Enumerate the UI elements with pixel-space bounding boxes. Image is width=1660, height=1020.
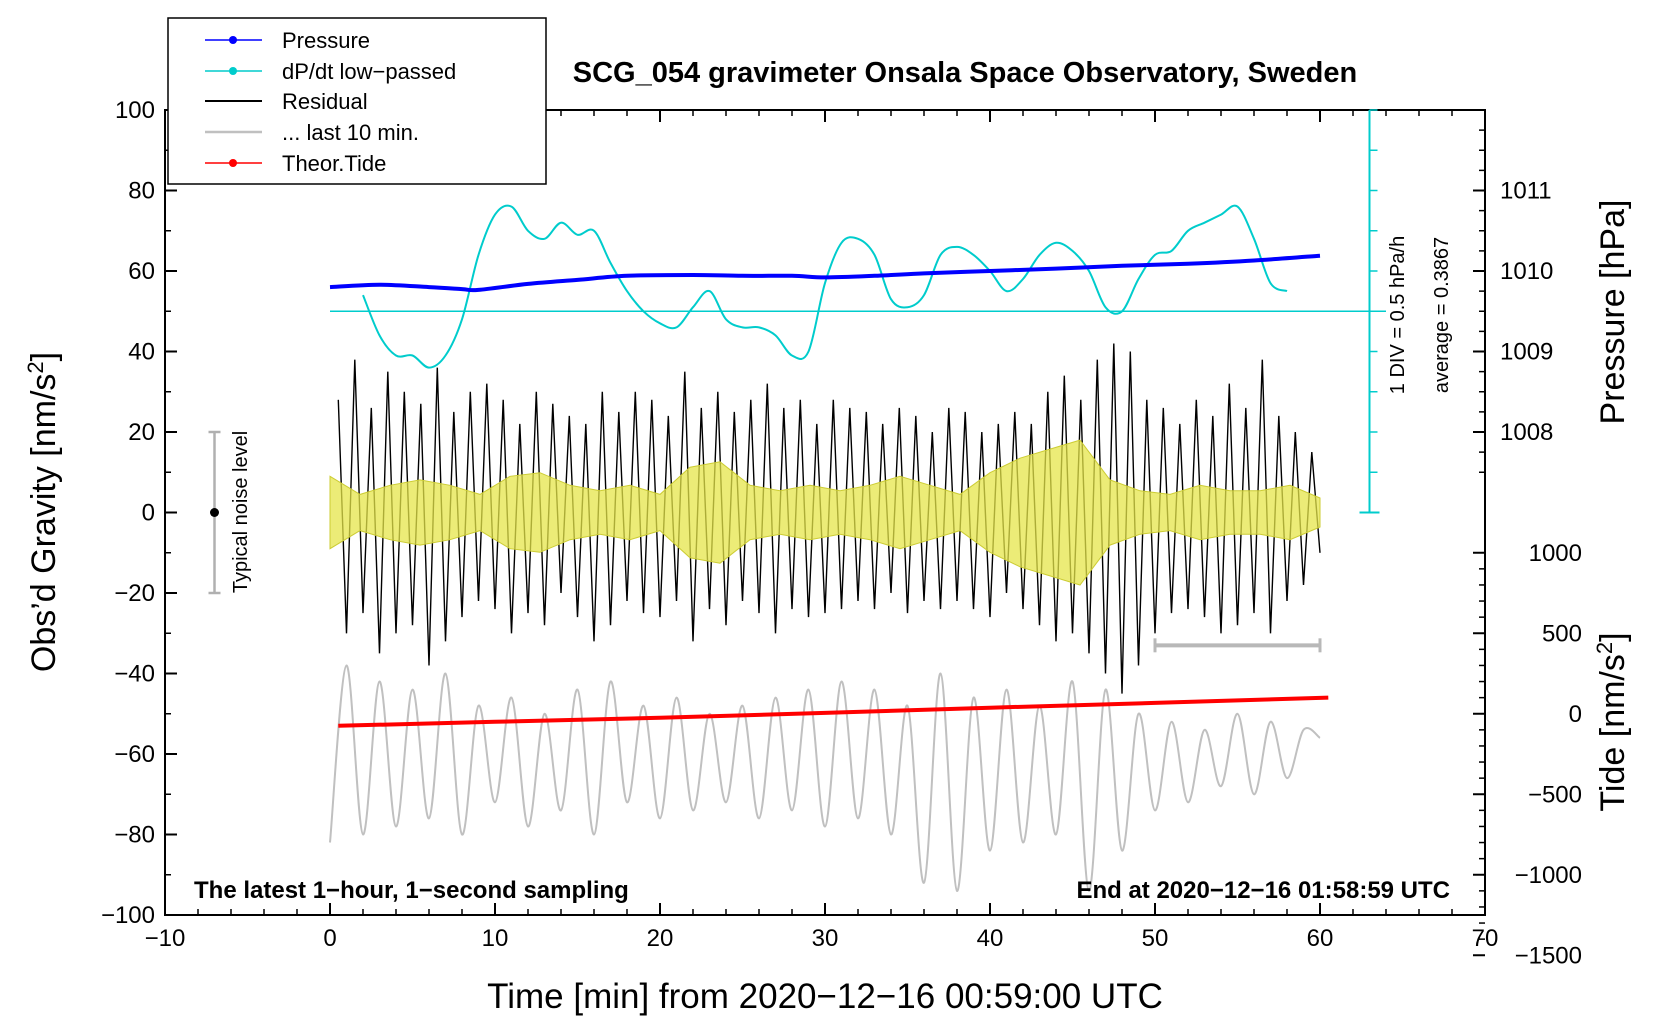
x-tick-label: −10 [145, 925, 186, 952]
noise-bar-center-dot [210, 508, 219, 517]
pressure-axis-label: Pressure [hPa] [1594, 200, 1632, 425]
chart-title: SCG_054 gravimeter Onsala Space Observat… [573, 57, 1357, 89]
series-pressure [329, 253, 1321, 293]
y-tick-label: 20 [128, 419, 155, 446]
tide-tick-labels: 1000 500 0 −500 −1000 −1500 [1515, 540, 1582, 970]
legend-label-dpdt: dP/dt low−passed [282, 59, 456, 84]
dpdt-div-label: 1 DIV = 0.5 hPa/h [1387, 236, 1409, 394]
x-tick-label: 10 [482, 925, 509, 952]
series-residual-filtered [329, 439, 1321, 586]
tide-axis-label-main: Tide [nm/s [1594, 654, 1632, 811]
x-tick-label: 60 [1307, 925, 1334, 952]
bottom-left-note: The latest 1−hour, 1−second sampling [194, 877, 629, 904]
tide-tick-label: −500 [1528, 781, 1582, 808]
legend-label-last10: ... last 10 min. [282, 120, 419, 145]
tide-tick-label: −1500 [1515, 942, 1582, 969]
dpdt-line [362, 204, 1288, 369]
pressure-tick-label: 1010 [1500, 258, 1553, 285]
legend-item-dpdt: dP/dt low−passed [205, 59, 456, 84]
y-axis-label: Obs’d Gravity [nm/s2] [23, 352, 63, 672]
tide-axis-label-end: ] [1594, 632, 1632, 641]
legend-marker-pressure [229, 36, 237, 44]
y-tick-label: −40 [114, 661, 155, 688]
y-tick-labels: 100 80 60 40 20 0 −20 −40 −60 −80 −100 [101, 97, 155, 929]
y-tick-label: −20 [114, 580, 155, 607]
legend-item-pressure: Pressure [205, 28, 370, 53]
y-tick-label: 40 [128, 339, 155, 366]
tide-tick-label: 1000 [1529, 540, 1582, 567]
pressure-line [329, 253, 1321, 293]
x-tick-label: 30 [812, 925, 839, 952]
legend-marker-dpdt [229, 67, 237, 75]
series-dpdt [330, 109, 1386, 514]
pressure-tick-label: 1008 [1500, 419, 1553, 446]
y-tick-label: 0 [142, 500, 155, 527]
tide-tick-label: 500 [1542, 620, 1582, 647]
residual-filtered-band [329, 439, 1321, 586]
y-tick-label: −60 [114, 741, 155, 768]
series-last-10-min [329, 664, 1321, 892]
legend-label-pressure: Pressure [282, 28, 370, 53]
dpdt-average-label: average = 0.3867 [1431, 237, 1453, 393]
tide-axis-label: Tide [nm/s2] [1592, 632, 1632, 811]
noise-level-label: Typical noise level [230, 431, 252, 593]
legend-marker-tide [229, 159, 237, 167]
y-tick-label: 80 [128, 178, 155, 205]
scale-markers [208, 430, 1322, 653]
x-tick-label: 40 [977, 925, 1004, 952]
y-tick-label: −80 [114, 822, 155, 849]
x-tick-label: 20 [647, 925, 674, 952]
pressure-tick-label: 1011 [1500, 178, 1552, 205]
y-axis-label-sup: 2 [23, 361, 48, 373]
series-theor-tide [338, 695, 1329, 728]
x-axis-label: Time [min] from 2020−12−16 00:59:00 UTC [487, 977, 1163, 1016]
pressure-tick-label: 1009 [1500, 339, 1553, 366]
legend-label-tide: Theor.Tide [282, 151, 386, 176]
tide-tick-label: 0 [1569, 701, 1582, 728]
y-tick-label: 100 [115, 97, 155, 124]
legend-label-residual: Residual [282, 89, 368, 114]
x-tick-label: 70 [1472, 925, 1499, 952]
tide-axis-label-sup: 2 [1592, 642, 1617, 654]
x-tick-label: 0 [323, 925, 336, 952]
x-tick-labels: −10 0 10 20 30 40 50 60 70 [145, 925, 1499, 952]
x-tick-label: 50 [1142, 925, 1169, 952]
y-axis-label-main: Obs’d Gravity [nm/s [25, 374, 63, 673]
theor-tide-line [338, 695, 1329, 728]
tide-tick-label: −1000 [1515, 862, 1582, 889]
y-tick-label: 60 [128, 258, 155, 285]
y-tick-label: −100 [101, 902, 155, 929]
legend: Pressure dP/dt low−passed Residual ... l… [167, 17, 547, 185]
last-10-min-line [329, 664, 1321, 892]
legend-item-residual: Residual [205, 89, 368, 114]
legend-item-last10: ... last 10 min. [205, 120, 419, 145]
legend-item-tide: Theor.Tide [205, 151, 386, 176]
bottom-right-note: End at 2020−12−16 01:58:59 UTC [1076, 877, 1450, 904]
axis-ticks [164, 109, 1486, 957]
pressure-tick-labels: 1011 1010 1009 1008 [1500, 178, 1553, 447]
y-axis-label-end: ] [25, 352, 63, 361]
